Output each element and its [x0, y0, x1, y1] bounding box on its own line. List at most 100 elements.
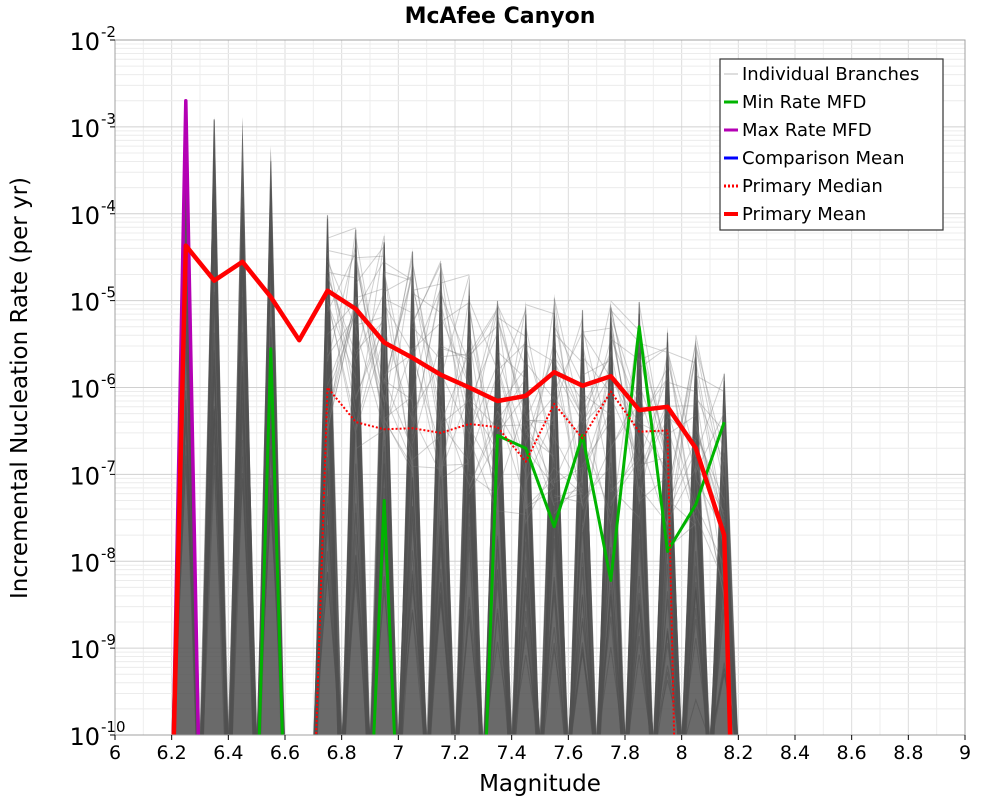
branch-connector-line: [497, 364, 527, 465]
branch-connector-line: [383, 394, 413, 464]
branch-connector-line: [553, 368, 583, 423]
branch-connector-line: [610, 349, 640, 502]
branch-connector-line: [525, 466, 555, 522]
branch-spike-core: [200, 116, 228, 735]
branch-connector-line: [553, 297, 583, 423]
branch-connector-line: [412, 287, 442, 396]
branch-connector-line: [440, 265, 470, 388]
y-tick-exponent: -6: [101, 371, 116, 389]
branch-connector-line: [412, 260, 442, 325]
branch-spike-core: [597, 300, 625, 735]
branch-connector-line: [327, 301, 357, 423]
x-tick-label: 8.6: [837, 742, 867, 764]
legend-label: Primary Median: [742, 176, 883, 197]
branch-connector-line: [553, 345, 583, 419]
branch-connector-line: [327, 303, 357, 430]
branch-spike: [653, 326, 683, 735]
branch-connector-line: [667, 381, 696, 393]
branch-connector-line: [327, 306, 357, 386]
branch-connector-line: [412, 340, 442, 444]
x-tick-label: 6.8: [327, 742, 357, 764]
branch-connector-line: [553, 396, 583, 442]
branch-connector-line: [610, 389, 640, 450]
branch-connector-line: [610, 375, 640, 439]
branch-connector-line: [497, 311, 527, 524]
branch-connector-line: [383, 257, 413, 391]
branch-connector-line: [383, 298, 413, 314]
x-tick-label: 6.6: [270, 742, 300, 764]
branch-connector-line: [695, 451, 725, 598]
legend-item-median: Primary Median: [724, 176, 883, 197]
branch-connector-line: [440, 394, 470, 473]
branch-connector-line: [667, 352, 697, 532]
branch-connector-line: [695, 394, 725, 463]
branch-connector-line: [327, 313, 357, 395]
y-tick-exponent: -8: [101, 544, 116, 562]
branch-connector-line: [355, 329, 385, 430]
branch-connector-line: [355, 258, 385, 423]
branch-connector-line: [383, 304, 413, 354]
branch-connector-line: [667, 347, 697, 528]
branch-connector-line: [383, 295, 413, 467]
branch-connector-line: [497, 368, 527, 476]
x-tick-label: 7: [392, 742, 404, 764]
branch-connector-line: [468, 310, 498, 359]
branch-connector-line: [327, 227, 357, 239]
branch-connector-line: [383, 265, 413, 447]
branch-connector-line: [582, 332, 612, 379]
branch-connector-line: [383, 272, 413, 384]
branch-connector-line: [525, 415, 555, 483]
branch-connector-line: [610, 441, 640, 506]
branch-connector-line: [610, 459, 640, 503]
branch-connector-line: [327, 252, 357, 313]
y-tick-exponent: -3: [101, 110, 116, 128]
branch-connector-line: [497, 342, 527, 371]
branch-connector-line: [327, 249, 356, 258]
branch-connector-line: [695, 428, 725, 517]
branch-spike: [511, 300, 541, 735]
branch-connector-line: [412, 290, 442, 428]
branch-line: [722, 734, 726, 735]
branch-spike: [199, 116, 229, 735]
branch-connector-line: [468, 438, 498, 513]
y-tick-exponent: -2: [101, 23, 116, 41]
branch-connector-line: [525, 478, 555, 508]
branch-connector-line: [468, 308, 498, 463]
branch-connectors: [525, 304, 555, 522]
min-rate-mfd-line: [257, 325, 726, 735]
branch-connector-line: [468, 426, 498, 480]
branch-connector-line: [355, 245, 385, 284]
branch-connector-line: [553, 298, 583, 507]
x-tick-label: 7.4: [497, 742, 527, 764]
legend-label: Max Rate MFD: [742, 120, 872, 141]
branch-connector-line: [525, 433, 555, 457]
branch-connector-line: [468, 304, 498, 415]
branch-connector-line: [610, 397, 640, 461]
branch-connector-line: [327, 301, 357, 379]
branch-connector-line: [582, 393, 612, 426]
branch-connector-line: [553, 415, 583, 483]
branch-spike-core: [682, 335, 710, 735]
branch-connector-line: [355, 242, 385, 430]
branch-connector-line: [327, 296, 357, 422]
branch-connector-line: [695, 458, 725, 597]
branch-connector-line: [383, 261, 413, 281]
branch-connector-line: [355, 316, 385, 326]
branch-connector-line: [468, 410, 498, 489]
branch-connector-line: [582, 327, 612, 447]
branch-connector-line: [497, 410, 527, 502]
branch-connector-line: [355, 258, 385, 385]
branch-connector-line: [440, 316, 470, 387]
branch-connector-line: [383, 275, 413, 383]
branch-connector-line: [440, 289, 470, 413]
grid: [114, 39, 966, 736]
branch-connector-line: [384, 271, 413, 282]
branch-connector-line: [667, 351, 697, 544]
branch-connector-line: [355, 237, 385, 403]
branch-connector-line: [695, 398, 725, 432]
y-tick-exponent: -5: [101, 284, 116, 302]
branch-connector-line: [497, 424, 526, 427]
branch-connector-line: [412, 288, 442, 358]
branch-spike-core: [569, 309, 596, 735]
